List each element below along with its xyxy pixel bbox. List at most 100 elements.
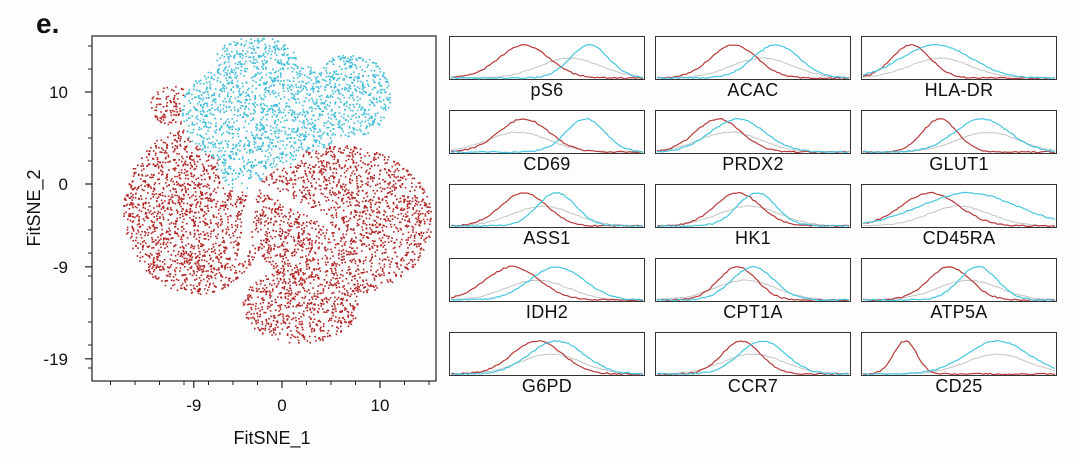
scatter-point: [326, 94, 329, 97]
scatter-point: [221, 125, 223, 128]
scatter-point: [221, 134, 223, 136]
scatter-point: [223, 246, 225, 249]
scatter-point: [340, 237, 342, 239]
scatter-point: [255, 287, 258, 290]
scatter-point: [222, 48, 224, 50]
scatter-point: [235, 277, 237, 279]
scatter-point: [270, 129, 272, 131]
scatter-point: [222, 284, 224, 286]
scatter-point: [371, 256, 374, 258]
scatter-point: [191, 115, 193, 117]
scatter-point: [182, 202, 185, 205]
scatter-point: [236, 254, 238, 257]
scatter-point: [280, 219, 282, 222]
scatter-point: [379, 182, 381, 185]
scatter-point: [173, 279, 175, 282]
scatter-point: [231, 190, 233, 192]
scatter-point: [277, 314, 280, 317]
scatter-point: [417, 243, 420, 245]
scatter-point: [385, 78, 388, 81]
scatter-point: [297, 233, 300, 235]
scatter-point: [249, 264, 252, 266]
scatter-point: [366, 282, 368, 285]
scatter-point: [292, 317, 295, 320]
scatter-point: [249, 56, 252, 58]
scatter-point: [212, 260, 214, 262]
scatter-point: [327, 96, 330, 99]
scatter-point: [419, 255, 421, 257]
scatter-point: [170, 179, 172, 182]
scatter-point: [304, 170, 306, 172]
scatter-point: [335, 272, 337, 274]
scatter-point: [272, 68, 274, 71]
scatter-point: [360, 92, 363, 94]
scatter-point: [407, 251, 410, 254]
scatter-point: [235, 77, 237, 79]
scatter-point: [315, 324, 318, 326]
scatter-point: [338, 319, 340, 322]
scatter-point: [325, 80, 327, 83]
scatter-point: [305, 149, 308, 151]
scatter-point: [215, 216, 218, 219]
scatter-point: [263, 52, 265, 55]
scatter-point: [273, 265, 275, 267]
scatter-point: [204, 224, 207, 226]
scatter-point: [408, 220, 410, 222]
scatter-point: [308, 164, 311, 166]
scatter-point: [274, 298, 277, 301]
scatter-point: [254, 95, 256, 97]
scatter-point: [339, 311, 341, 313]
scatter-point: [237, 109, 239, 111]
scatter-point: [413, 237, 416, 239]
scatter-point: [306, 260, 308, 262]
scatter-point: [225, 106, 228, 109]
scatter-point: [242, 54, 244, 57]
scatter-point: [250, 113, 252, 115]
scatter-point: [281, 54, 283, 56]
scatter-point: [370, 258, 372, 261]
scatter-point: [250, 149, 252, 151]
scatter-point: [328, 209, 331, 211]
scatter-point: [264, 165, 266, 167]
scatter-point: [333, 303, 336, 306]
scatter-point: [249, 42, 251, 45]
scatter-point: [164, 157, 167, 160]
scatter-point: [251, 236, 254, 238]
scatter-point: [316, 324, 319, 327]
scatter-point: [279, 206, 282, 209]
scatter-point: [235, 151, 237, 154]
scatter-point: [334, 156, 336, 158]
scatter-point: [292, 236, 295, 239]
scatter-point: [317, 311, 319, 314]
scatter-point: [173, 269, 176, 271]
scatter-point: [271, 178, 273, 180]
scatter-point: [237, 61, 240, 64]
scatter-point: [354, 197, 356, 199]
scatter-point: [372, 189, 375, 192]
scatter-point: [351, 172, 353, 174]
scatter-point: [224, 176, 227, 178]
scatter-point: [296, 170, 298, 172]
scatter-point: [176, 111, 178, 113]
scatter-point: [236, 216, 239, 218]
scatter-point: [199, 293, 202, 295]
scatter-point: [245, 40, 248, 43]
scatter-point: [252, 79, 255, 82]
scatter-point: [333, 162, 335, 165]
scatter-point: [199, 148, 201, 150]
scatter-point: [164, 237, 167, 240]
scatter-point: [187, 111, 190, 113]
scatter-point: [152, 212, 154, 215]
scatter-point: [166, 241, 169, 244]
scatter-point: [347, 57, 349, 60]
scatter-point: [381, 75, 384, 77]
scatter-point: [151, 107, 153, 109]
scatter-point: [233, 121, 236, 124]
scatter-point: [309, 127, 311, 130]
scatter-point: [193, 96, 196, 99]
scatter-point: [366, 66, 369, 68]
scatter-point: [311, 97, 313, 100]
scatter-point: [263, 194, 266, 197]
scatter-point: [183, 262, 186, 264]
scatter-point: [137, 164, 139, 166]
